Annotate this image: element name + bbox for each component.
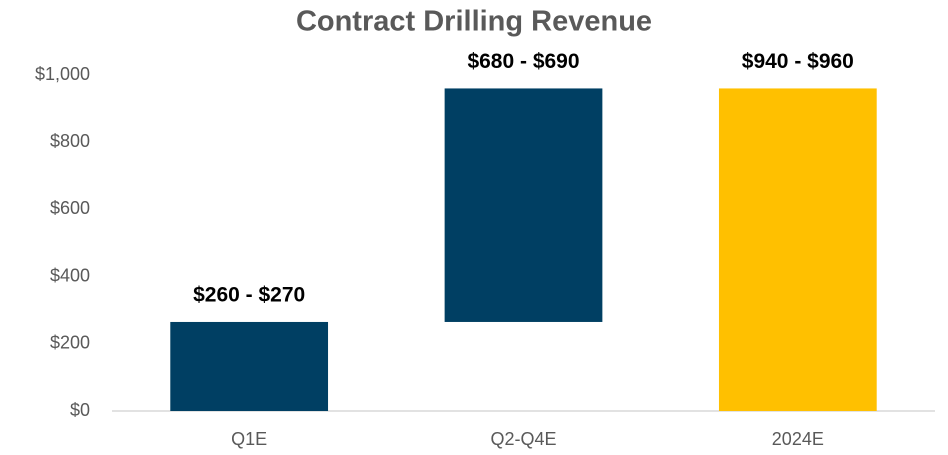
bar bbox=[170, 321, 329, 411]
y-tick-label: $0 bbox=[70, 400, 90, 420]
value-label: $940 - $960 bbox=[742, 50, 854, 73]
bar bbox=[444, 88, 603, 322]
y-tick-label: $200 bbox=[50, 333, 90, 353]
y-tick-label: $1,000 bbox=[35, 64, 90, 84]
y-tick-label: $800 bbox=[50, 131, 90, 151]
value-label: $260 - $270 bbox=[193, 284, 305, 307]
x-tick-label: Q1E bbox=[231, 429, 267, 449]
x-tick-label: 2024E bbox=[772, 429, 824, 449]
chart-title: Contract Drilling Revenue bbox=[296, 6, 652, 38]
x-tick-label: Q2-Q4E bbox=[490, 429, 556, 449]
bar bbox=[718, 88, 877, 411]
y-tick-label: $600 bbox=[50, 198, 90, 218]
y-tick-label: $400 bbox=[50, 265, 90, 285]
value-label: $680 - $690 bbox=[467, 50, 579, 73]
